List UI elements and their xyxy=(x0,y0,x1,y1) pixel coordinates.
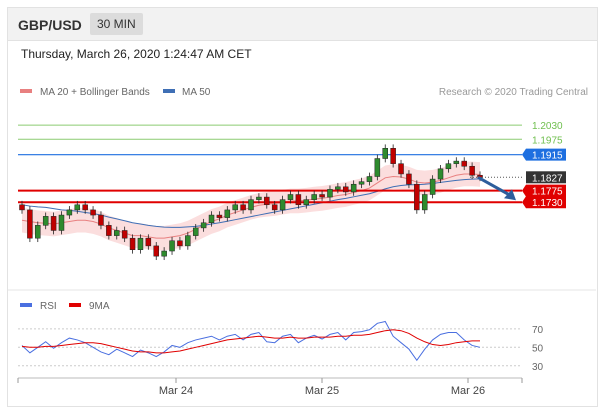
candle-body xyxy=(303,199,310,206)
candle-body xyxy=(58,214,65,231)
header-bar: GBP/USD 30 MIN xyxy=(8,8,597,41)
candle-body xyxy=(90,209,96,216)
candle-body xyxy=(200,222,207,229)
candle-body xyxy=(145,237,152,247)
price-levels xyxy=(18,124,522,204)
candle-body xyxy=(358,181,365,185)
rsi-panel: 70 50 30 xyxy=(18,320,544,373)
candle-body xyxy=(335,186,341,190)
candle-body xyxy=(98,214,104,226)
candle-body xyxy=(421,194,428,211)
candle-body xyxy=(50,216,57,231)
candle-body xyxy=(414,183,420,211)
candle-body xyxy=(137,237,144,250)
support-label: 1.1730 xyxy=(532,198,563,209)
candle-body xyxy=(177,240,183,247)
currency-pair-title: GBP/USD xyxy=(18,17,82,33)
rsi-tick-label: 50 xyxy=(532,343,544,354)
current-price-label: 1.1827 xyxy=(532,173,563,184)
rsi-tick-label: 30 xyxy=(532,362,544,373)
candle-body xyxy=(398,163,404,175)
candle-body xyxy=(311,194,317,200)
candle-body xyxy=(19,204,25,211)
candle-body xyxy=(106,225,112,236)
resistance-label: 1.2030 xyxy=(532,121,563,132)
support-tag xyxy=(522,196,566,209)
ma9-line xyxy=(21,329,480,354)
candle-body xyxy=(240,204,246,211)
projection-arrow-head xyxy=(504,189,516,201)
x-tick-label: Mar 24 xyxy=(159,385,193,397)
timestamp: Thursday, March 26, 2020 1:24:47 AM CET xyxy=(21,47,252,61)
candle-body xyxy=(429,178,436,195)
candle-body xyxy=(185,235,191,247)
candle-body xyxy=(27,209,33,239)
rsi-legend-label: RSI xyxy=(40,301,57,312)
candle-body xyxy=(232,204,238,211)
pivot-label: 1.1915 xyxy=(532,151,563,162)
candle-body xyxy=(161,250,167,257)
ma50-legend-label: MA 50 xyxy=(182,87,211,98)
candle-body xyxy=(406,173,412,185)
candle-body xyxy=(461,160,467,167)
candle-body xyxy=(319,194,325,198)
pivot-tag xyxy=(522,148,566,161)
candle-body xyxy=(216,214,223,218)
x-tick-label: Mar 25 xyxy=(305,385,339,397)
candle-body xyxy=(129,237,136,250)
research-credit: Research © 2020 Trading Central xyxy=(439,87,588,98)
candle-body xyxy=(343,186,349,193)
ma9-legend-label: 9MA xyxy=(89,301,110,312)
candle-body xyxy=(327,189,333,198)
candle-body xyxy=(287,194,294,200)
candle-body xyxy=(121,230,128,239)
ma20-legend-label: MA 20 + Bollinger Bands xyxy=(40,87,150,98)
candlesticks xyxy=(19,144,483,261)
rsi-line xyxy=(21,320,481,362)
candle-body xyxy=(82,204,88,211)
candle-body xyxy=(374,158,381,177)
candle-body xyxy=(295,194,302,206)
projection-arrow xyxy=(477,175,516,201)
candle-body xyxy=(153,245,159,257)
candle-body xyxy=(208,214,215,224)
candle-body xyxy=(437,168,444,180)
candle-body xyxy=(453,160,460,164)
candle-body xyxy=(66,209,73,216)
rsi-tick-label: 70 xyxy=(532,325,544,336)
candle-body xyxy=(366,176,373,182)
candle-body xyxy=(35,225,41,239)
x-tick-label: Mar 26 xyxy=(451,385,485,397)
ma9-legend-swatch xyxy=(69,303,81,307)
timeframe-badge[interactable]: 30 MIN xyxy=(90,13,143,35)
candle-body xyxy=(169,240,175,252)
support-tag xyxy=(522,184,566,197)
ma50-line xyxy=(21,178,481,228)
candle-body xyxy=(248,199,254,211)
candle-body xyxy=(74,204,81,211)
candle-body xyxy=(271,204,278,211)
candle-body xyxy=(192,227,199,236)
candle-body xyxy=(382,148,388,159)
candle-body xyxy=(445,163,452,170)
resistance-label: 1.1975 xyxy=(532,135,563,146)
candle-body xyxy=(469,165,475,176)
candle-body xyxy=(279,199,286,211)
current-price-tag xyxy=(526,171,566,184)
candle-body xyxy=(256,196,262,200)
candle-body xyxy=(114,230,120,236)
candle-body xyxy=(264,196,270,206)
x-axis-ticks: Mar 24 Mar 25 Mar 26 xyxy=(17,378,523,397)
support-label: 1.1775 xyxy=(532,187,563,198)
candle-body xyxy=(42,216,49,226)
projection-arrow-shaft xyxy=(477,175,511,197)
ma50-legend-swatch xyxy=(163,89,175,93)
candle-body xyxy=(350,183,357,193)
rsi-legend-swatch xyxy=(20,303,32,307)
candle-body xyxy=(390,148,396,164)
ma20-legend-swatch xyxy=(20,89,32,93)
candle-body xyxy=(224,209,231,218)
